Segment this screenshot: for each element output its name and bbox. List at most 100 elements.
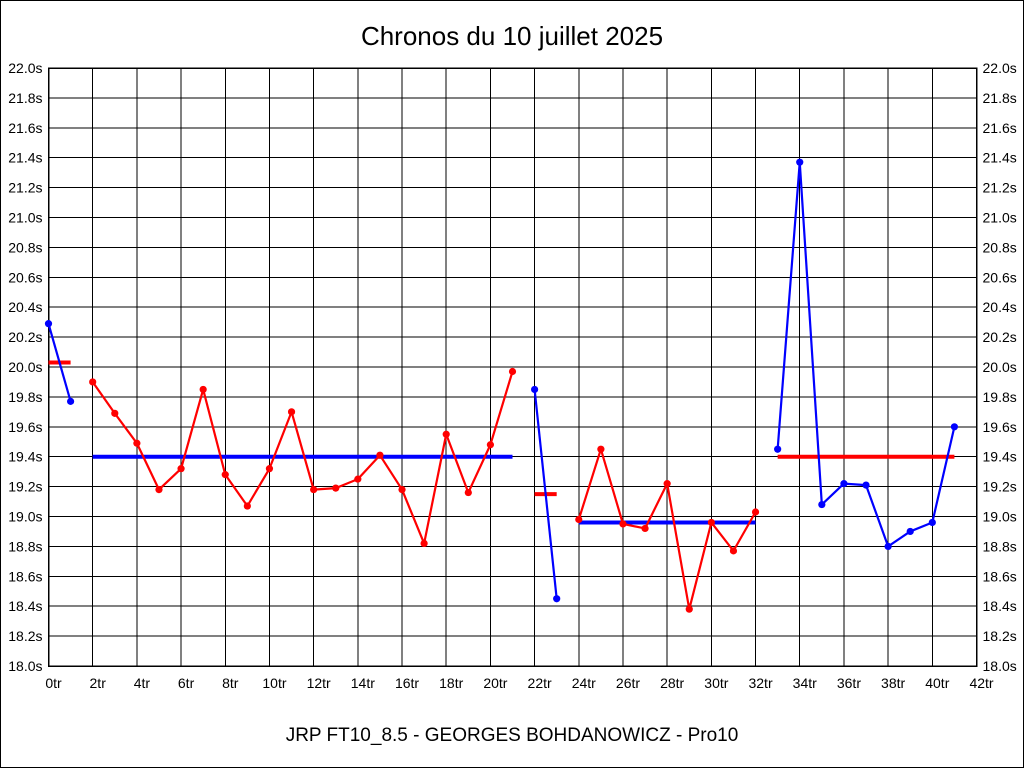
data-point-blue-run-3 bbox=[928, 518, 936, 527]
chart-footer-label: JRP FT10_8.5 - GEORGES BOHDANOWICZ - Pro… bbox=[285, 725, 739, 746]
y-axis-tick-label-left: 18.8s bbox=[8, 538, 42, 554]
y-axis-tick-label-left: 19.2s bbox=[8, 479, 42, 495]
y-axis-tick-label-right: 20.8s bbox=[983, 239, 1017, 255]
x-axis-tick-label: 0tr bbox=[45, 675, 62, 691]
y-axis-tick-label-right: 21.8s bbox=[983, 90, 1017, 106]
data-point-red-run-1 bbox=[221, 471, 229, 479]
data-point-red-run-1 bbox=[243, 502, 251, 510]
data-point-red-run-2 bbox=[685, 605, 693, 613]
y-axis-tick-label-right: 19.0s bbox=[983, 509, 1017, 525]
data-point-red-run-1 bbox=[199, 385, 207, 394]
data-point-blue-run-3 bbox=[818, 500, 826, 509]
data-point-red-run-1 bbox=[442, 430, 450, 438]
plot-border bbox=[47, 67, 978, 667]
data-point-red-run-1 bbox=[398, 485, 406, 494]
data-point-red-run-1 bbox=[420, 539, 428, 548]
data-point-red-run-1 bbox=[310, 485, 318, 494]
x-axis-tick-label: 12tr bbox=[307, 675, 331, 691]
y-axis-tick-label-right: 18.2s bbox=[983, 628, 1017, 644]
y-axis-tick-label-left: 19.0s bbox=[8, 509, 42, 525]
y-axis-tick-label-left: 19.4s bbox=[8, 449, 42, 465]
data-point-red-run-1 bbox=[177, 465, 185, 473]
y-axis-tick-label-left: 20.2s bbox=[8, 329, 42, 345]
y-axis-tick-label-left: 19.6s bbox=[8, 419, 42, 435]
data-point-red-run-1 bbox=[89, 378, 97, 386]
x-axis-tick-label: 16tr bbox=[395, 675, 419, 691]
data-point-red-run-2 bbox=[729, 547, 738, 555]
data-point-red-run-2 bbox=[619, 520, 627, 528]
y-axis-tick-label-right: 19.4s bbox=[983, 449, 1017, 465]
series-line-red-run-1 bbox=[91, 371, 514, 545]
y-axis-tick-label-left: 19.8s bbox=[8, 389, 42, 405]
data-point-red-run-1 bbox=[155, 485, 163, 494]
x-axis-tick-label: 26tr bbox=[616, 675, 640, 691]
x-axis-tick-label: 20tr bbox=[483, 675, 507, 691]
y-axis-tick-label-left: 18.4s bbox=[8, 598, 42, 614]
data-point-red-run-1 bbox=[111, 409, 119, 417]
y-axis-tick-label-right: 18.6s bbox=[983, 568, 1017, 584]
y-axis-tick-label-right: 20.6s bbox=[983, 269, 1017, 285]
y-axis-tick-label-left: 18.2s bbox=[8, 628, 42, 644]
y-axis-tick-label-right: 22.0s bbox=[983, 60, 1017, 76]
y-axis-tick-label-left: 21.4s bbox=[8, 150, 42, 166]
x-axis-tick-label: 18tr bbox=[439, 675, 463, 691]
data-point-red-run-2 bbox=[641, 524, 649, 533]
data-point-red-run-1 bbox=[133, 439, 141, 447]
x-axis-tick-label: 42tr bbox=[969, 675, 993, 691]
x-axis-tick-label: 22tr bbox=[528, 675, 552, 691]
data-point-blue-run-3 bbox=[862, 481, 870, 489]
data-point-blue-run-3 bbox=[840, 480, 848, 488]
data-point-red-run-1 bbox=[376, 451, 384, 459]
x-axis-tick-label: 32tr bbox=[748, 675, 772, 691]
series-line-blue-run-3 bbox=[776, 161, 956, 548]
y-axis-tick-label-left: 21.2s bbox=[8, 180, 42, 196]
data-point-blue-run-3 bbox=[906, 527, 914, 536]
y-axis-tick-label-left: 20.4s bbox=[8, 299, 42, 315]
y-axis-tick-label-left: 18.0s bbox=[8, 658, 42, 674]
series-line-blue-run-2 bbox=[533, 389, 558, 599]
x-axis-tick-label: 28tr bbox=[660, 675, 684, 691]
y-axis-tick-label-right: 20.0s bbox=[983, 359, 1017, 375]
data-point-blue-run-3 bbox=[796, 158, 804, 166]
data-point-blue-run-3 bbox=[950, 423, 959, 431]
y-axis-tick-label-left: 21.8s bbox=[8, 90, 42, 106]
data-point-blue-run-2 bbox=[530, 385, 539, 394]
data-point-red-run-2 bbox=[707, 518, 715, 527]
data-point-red-run-2 bbox=[597, 445, 605, 453]
data-point-red-run-2 bbox=[663, 480, 671, 488]
y-axis-tick-label-right: 19.2s bbox=[983, 479, 1017, 495]
data-point-red-run-2 bbox=[751, 508, 760, 516]
x-axis-tick-label: 30tr bbox=[704, 675, 728, 691]
data-point-blue-run-1 bbox=[44, 320, 53, 328]
y-axis-tick-label-right: 19.6s bbox=[983, 419, 1017, 435]
data-point-red-run-1 bbox=[265, 465, 274, 473]
data-point-red-run-1 bbox=[354, 475, 362, 483]
y-axis-tick-label-right: 18.4s bbox=[983, 598, 1017, 614]
y-axis-tick-label-left: 21.0s bbox=[8, 210, 42, 226]
y-axis-tick-label-right: 20.2s bbox=[983, 329, 1017, 345]
y-axis-tick-label-right: 20.4s bbox=[983, 299, 1017, 315]
x-axis-tick-label: 6tr bbox=[178, 675, 195, 691]
y-axis-tick-label-right: 21.4s bbox=[983, 150, 1017, 166]
x-axis-tick-label: 36tr bbox=[837, 675, 861, 691]
data-point-red-run-1 bbox=[486, 441, 495, 449]
y-axis-tick-label-left: 21.6s bbox=[8, 120, 42, 136]
y-axis-tick-label-right: 21.6s bbox=[983, 120, 1017, 136]
y-axis-tick-label-left: 18.6s bbox=[8, 568, 42, 584]
series-line-blue-run-1 bbox=[47, 323, 72, 402]
y-axis-tick-label-left: 22.0s bbox=[8, 60, 42, 76]
data-point-red-run-1 bbox=[464, 488, 472, 497]
x-axis-tick-label: 34tr bbox=[793, 675, 817, 691]
data-point-blue-run-1 bbox=[66, 397, 75, 405]
x-axis-tick-label: 40tr bbox=[925, 675, 949, 691]
y-axis-tick-label-left: 20.0s bbox=[8, 359, 42, 375]
y-axis-tick-label-right: 21.2s bbox=[983, 180, 1017, 196]
data-point-red-run-1 bbox=[332, 484, 340, 492]
data-point-red-run-2 bbox=[575, 515, 583, 524]
x-axis-tick-label: 2tr bbox=[90, 675, 107, 691]
x-axis-tick-label: 4tr bbox=[134, 675, 151, 691]
y-axis-tick-label-right: 19.8s bbox=[983, 389, 1017, 405]
y-axis-tick-label-right: 18.8s bbox=[983, 538, 1017, 554]
